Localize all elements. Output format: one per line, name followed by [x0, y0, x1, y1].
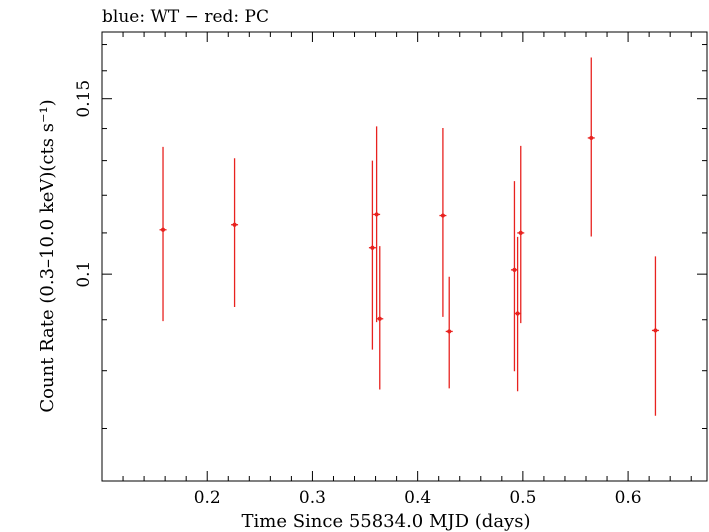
- data-point: [231, 158, 239, 307]
- marker: [370, 245, 375, 250]
- data-points: [159, 57, 659, 416]
- plot-frame: [101, 31, 708, 482]
- marker: [512, 267, 517, 272]
- y-tick-labels: 0.1 0.15: [74, 80, 94, 288]
- x-tick-label: 0.5: [509, 488, 536, 508]
- chart-title: blue: WT − red: PC: [102, 7, 269, 27]
- data-point: [373, 126, 381, 323]
- data-point: [368, 160, 376, 350]
- y-axis-label: Count Rate (0.3–10.0 keV)(cts s⁻¹): [37, 99, 58, 412]
- x-tick-labels: 0.2 0.3 0.4 0.5 0.6: [194, 488, 642, 508]
- marker: [515, 311, 520, 316]
- marker: [653, 328, 658, 333]
- marker: [447, 329, 452, 334]
- data-point: [376, 246, 384, 390]
- marker: [518, 230, 523, 236]
- marker: [440, 213, 446, 218]
- data-point: [651, 256, 659, 416]
- x-tick-label: 0.2: [194, 488, 221, 508]
- data-point: [510, 181, 518, 372]
- y-tick-label: 0.1: [74, 261, 94, 288]
- marker: [160, 227, 166, 232]
- data-point: [445, 276, 453, 389]
- y-tick-label: 0.15: [74, 80, 94, 118]
- x-tick-label: 0.4: [404, 488, 431, 508]
- axis-ticks: [102, 32, 707, 481]
- data-point: [159, 146, 167, 322]
- data-point: [514, 236, 522, 392]
- marker: [377, 316, 382, 321]
- x-tick-label: 0.3: [299, 488, 326, 508]
- data-point: [587, 57, 595, 237]
- marker: [374, 212, 379, 217]
- x-tick-label: 0.6: [615, 488, 642, 508]
- x-axis-label: Time Since 55834.0 MJD (days): [241, 511, 530, 532]
- data-point: [439, 127, 447, 317]
- marker: [589, 135, 594, 141]
- marker: [232, 222, 237, 227]
- data-point: [517, 145, 525, 324]
